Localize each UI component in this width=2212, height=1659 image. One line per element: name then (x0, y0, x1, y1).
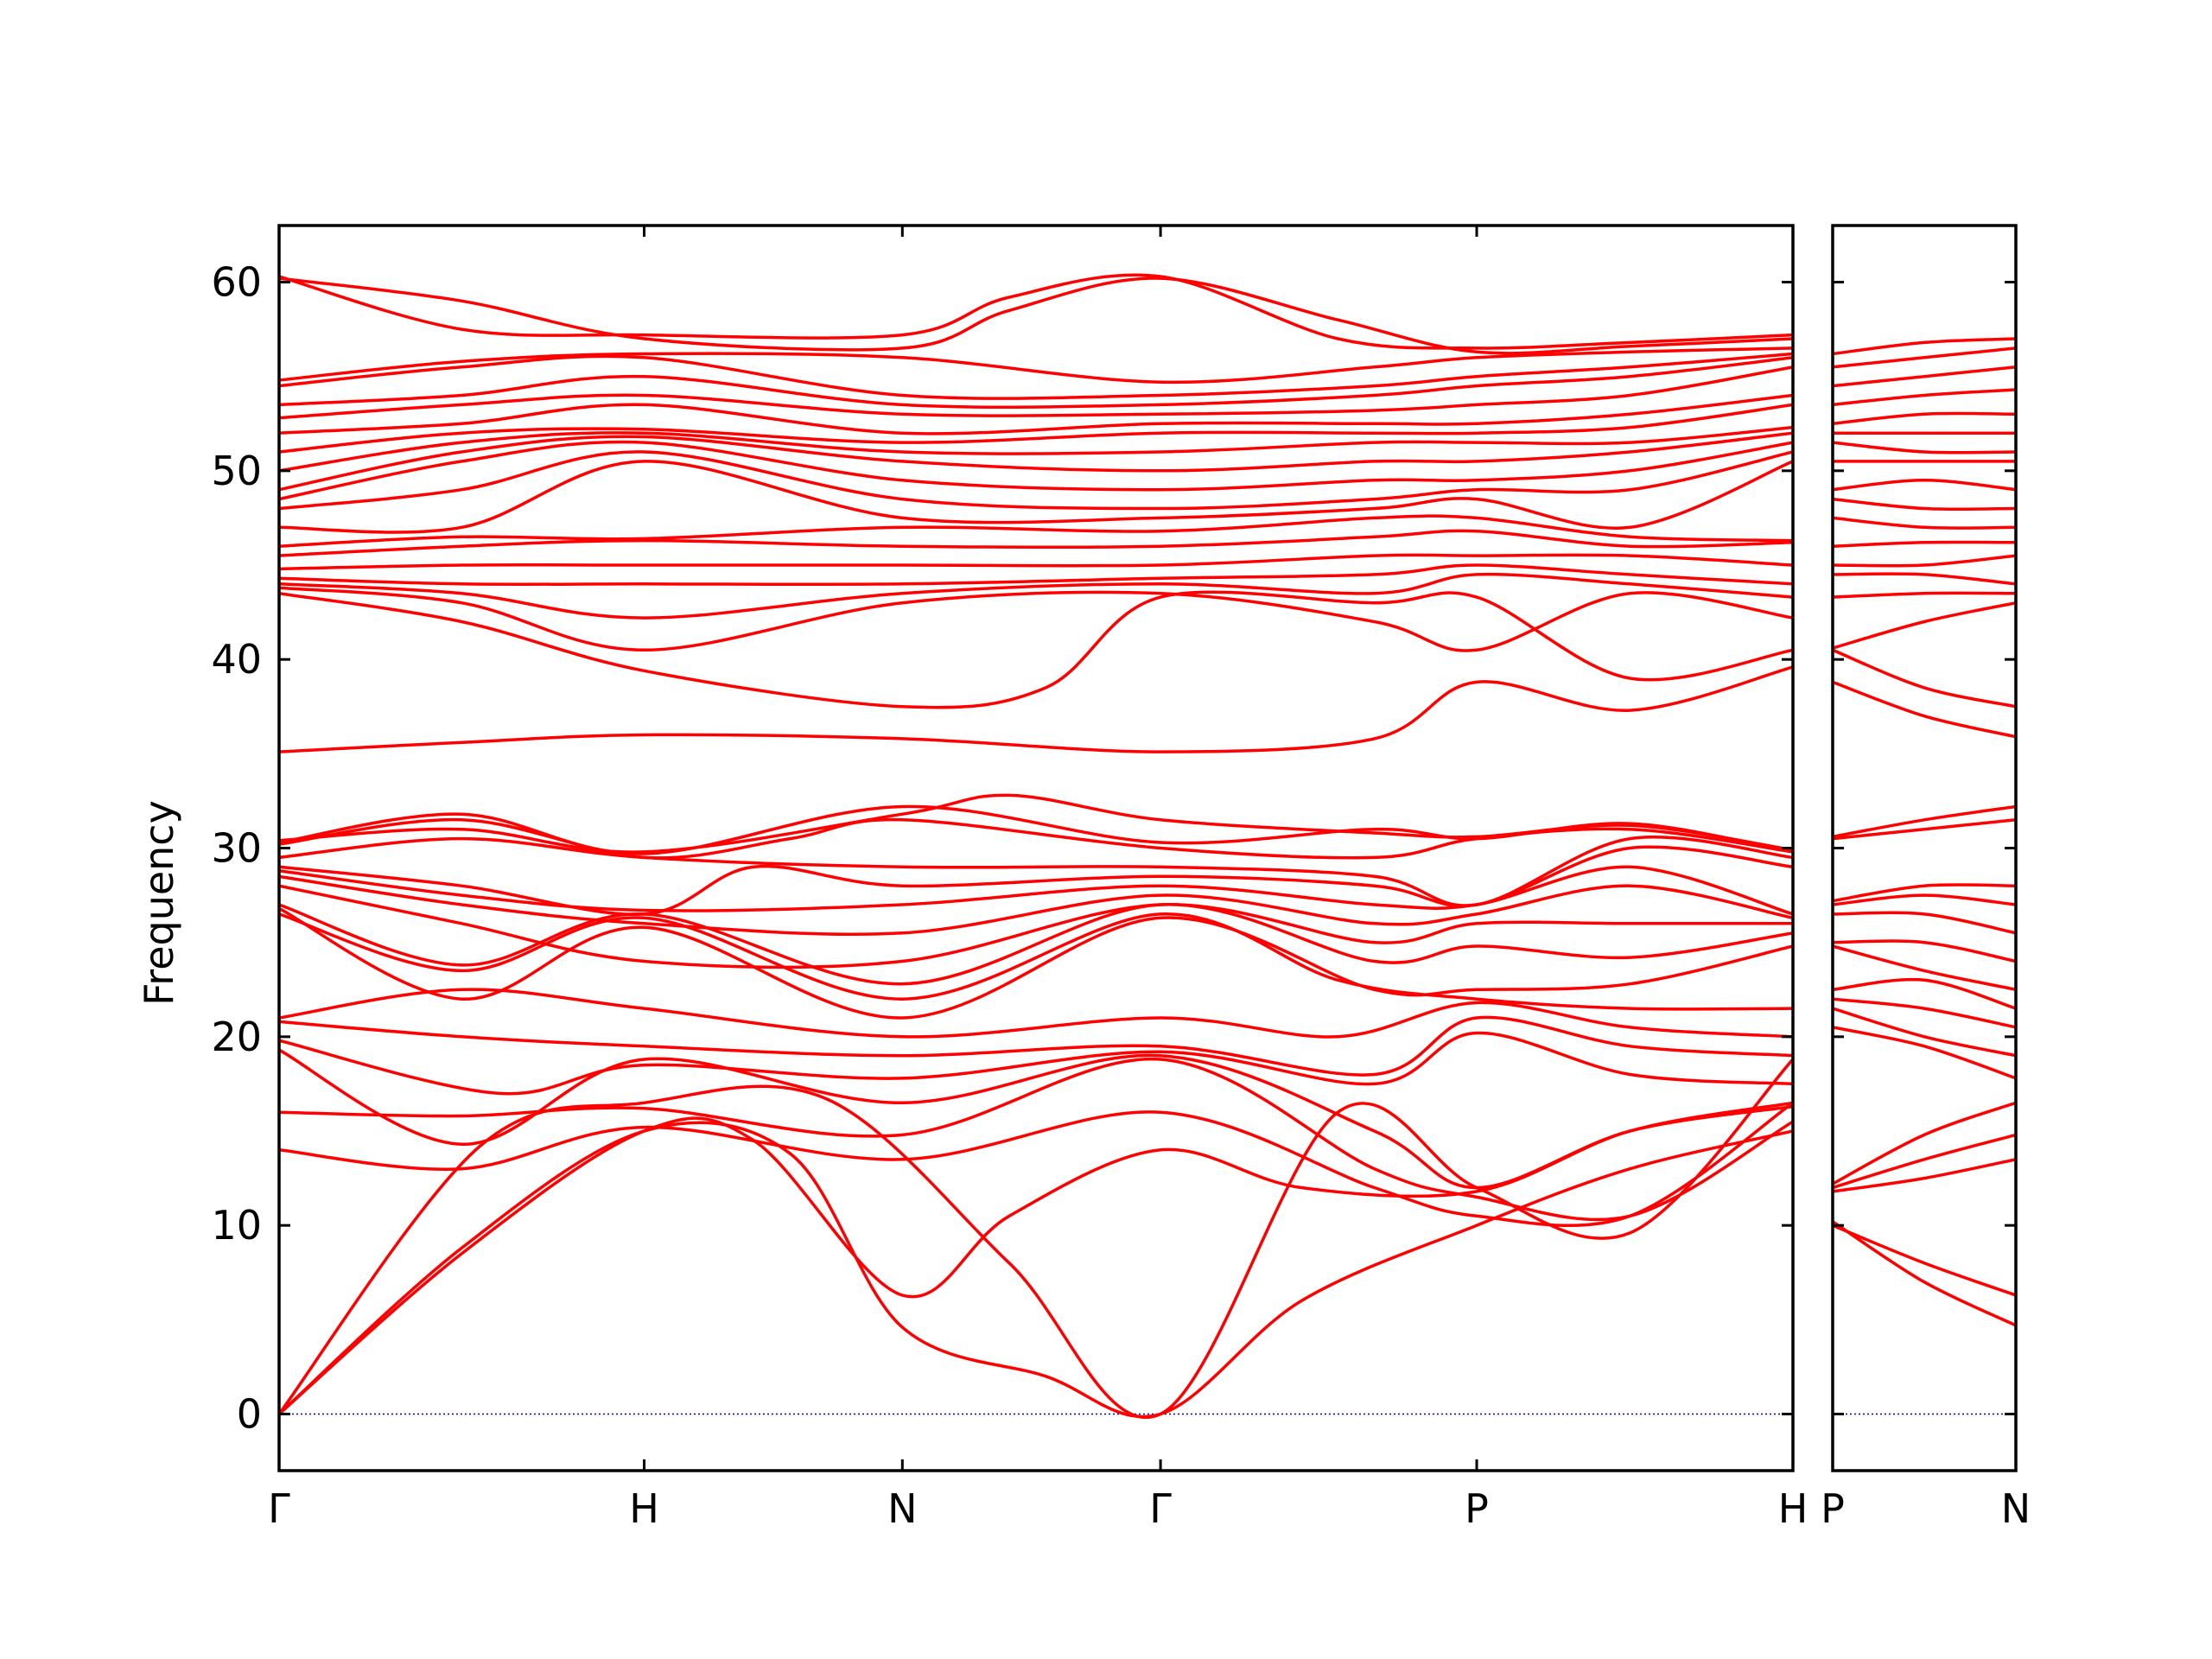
second-band-33 (1833, 346, 2016, 369)
main-band-23 (279, 586, 1793, 652)
main-band-22 (279, 590, 1793, 709)
main-band-8 (279, 1015, 1793, 1077)
second-band-7 (1833, 1007, 2016, 1058)
main-band-21 (279, 665, 1793, 753)
main-band-24 (279, 572, 1793, 620)
y-tick-labels: 0 10 20 30 40 50 60 (211, 259, 262, 1438)
main-band-10 (279, 912, 1793, 1011)
second-band-21 (1833, 572, 2016, 586)
ytick-label-30: 30 (211, 825, 262, 872)
main-xtick-label-4: Γ (1149, 1485, 1172, 1532)
y-axis-title: Frequency (136, 800, 182, 1006)
main-band-11 (279, 906, 1793, 1020)
main-band-31 (279, 440, 1793, 501)
main-band-33 (279, 425, 1793, 473)
main-band-40 (279, 276, 1793, 355)
main-band-7 (279, 1031, 1793, 1096)
main-band-36 (279, 365, 1793, 420)
second-band-15 (1833, 818, 2016, 841)
second-band-9 (1833, 977, 2016, 1010)
main-band-26 (279, 553, 1793, 571)
main-band-5 (279, 1057, 1793, 1222)
second-band-25 (1833, 497, 2016, 512)
main-band-30 (279, 450, 1793, 511)
second-band-34 (1833, 337, 2016, 356)
second-band-17 (1833, 680, 2016, 739)
ytick-label-10: 10 (211, 1202, 262, 1249)
second-band-30 (1833, 411, 2016, 426)
ytick-label-20: 20 (211, 1014, 262, 1060)
main-band-16 (279, 845, 1793, 916)
second-xtick-label-1: P (1821, 1485, 1845, 1532)
main-xtick-label-5: P (1465, 1485, 1489, 1532)
second-band-6 (1833, 1026, 2016, 1080)
main-xtick-label-3: N (887, 1485, 917, 1532)
main-band-27 (279, 529, 1793, 557)
main-xtick-label-6: H (1778, 1485, 1808, 1532)
main-band-29 (279, 460, 1793, 534)
main-band-20 (279, 793, 1793, 854)
main-band-32 (279, 431, 1793, 492)
main-band-9 (279, 988, 1793, 1039)
main-band-lines (279, 273, 1793, 1419)
main-band-28 (279, 514, 1793, 548)
second-band-31 (1833, 388, 2016, 407)
second-band-28 (1833, 441, 2016, 454)
main-xtick-label-2: H (629, 1485, 659, 1532)
ytick-label-40: 40 (211, 636, 262, 683)
second-xtick-label-2: N (2001, 1485, 2031, 1532)
main-band-12 (279, 903, 1793, 986)
main-panel-frame (277, 224, 1795, 1472)
second-band-19 (1833, 601, 2016, 650)
second-band-14 (1833, 883, 2016, 903)
second-band-4 (1833, 1133, 2016, 1190)
main-band-39 (279, 346, 1793, 385)
second-band-11 (1833, 939, 2016, 963)
main-band-6 (279, 1048, 1793, 1190)
main-band-15 (279, 865, 1793, 916)
main-band-25 (279, 563, 1793, 587)
second-band-20 (1833, 591, 2016, 599)
ytick-label-50: 50 (211, 448, 262, 494)
second-band-10 (1833, 944, 2016, 992)
main-band-41 (279, 273, 1793, 350)
second-band-18 (1833, 648, 2016, 709)
second-band-12 (1833, 911, 2016, 935)
main-band-4 (279, 1101, 1793, 1228)
main-xtick-label-1: Γ (268, 1485, 290, 1532)
second-band-23 (1833, 540, 2016, 548)
main-band-13 (279, 884, 1793, 969)
ytick-label-0: 0 (237, 1391, 262, 1438)
second-band-24 (1833, 516, 2016, 530)
second-band-16 (1833, 804, 2016, 839)
second-band-3 (1833, 1158, 2016, 1193)
ytick-label-60: 60 (211, 259, 262, 306)
main-band-37 (279, 356, 1793, 410)
main-panel: 0 10 20 30 40 50 60 Γ H N Γ P H (211, 224, 1808, 1532)
second-band-lines (1833, 337, 2016, 1327)
main-band-14 (279, 874, 1793, 936)
second-panel-frame (1831, 224, 2018, 1472)
second-band-13 (1833, 893, 2016, 906)
second-band-8 (1833, 997, 2016, 1029)
main-band-2 (279, 1121, 1793, 1419)
second-band-2 (1833, 1224, 2016, 1297)
main-band-35 (279, 393, 1793, 435)
second-band-5 (1833, 1101, 2016, 1185)
main-band-38 (279, 352, 1793, 400)
second-band-26 (1833, 479, 2016, 492)
second-band-32 (1833, 365, 2016, 388)
main-band-17 (279, 836, 1793, 907)
main-band-34 (279, 403, 1793, 454)
second-band-22 (1833, 554, 2016, 568)
